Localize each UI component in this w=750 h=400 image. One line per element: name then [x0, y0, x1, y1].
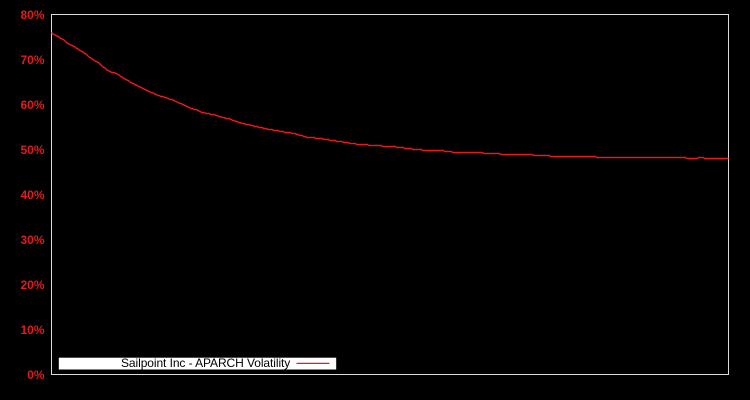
svg-text:Sailpoint Inc - APARCH Volatil: Sailpoint Inc - APARCH Volatility	[121, 356, 290, 370]
svg-text:0%: 0%	[27, 368, 45, 382]
svg-text:30%: 30%	[20, 233, 44, 247]
svg-text:50%: 50%	[20, 143, 44, 157]
svg-text:10%: 10%	[20, 323, 44, 337]
svg-text:20%: 20%	[20, 278, 44, 292]
svg-text:80%: 80%	[20, 8, 44, 22]
svg-text:60%: 60%	[20, 98, 44, 112]
svg-text:40%: 40%	[20, 188, 44, 202]
svg-text:70%: 70%	[20, 53, 44, 67]
